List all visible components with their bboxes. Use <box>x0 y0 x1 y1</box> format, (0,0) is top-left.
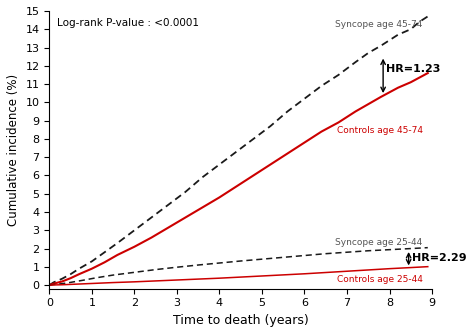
Text: Log-rank P-value : <0.0001: Log-rank P-value : <0.0001 <box>57 18 199 28</box>
Text: Controls age 45-74: Controls age 45-74 <box>337 126 423 135</box>
X-axis label: Time to death (years): Time to death (years) <box>173 314 309 327</box>
Y-axis label: Cumulative incidence (%): Cumulative incidence (%) <box>7 74 20 226</box>
Text: HR=1.23: HR=1.23 <box>386 63 440 73</box>
Text: Controls age 25-44: Controls age 25-44 <box>337 275 423 284</box>
Text: Syncope age 45-74: Syncope age 45-74 <box>335 20 423 29</box>
Text: HR=2.29: HR=2.29 <box>411 253 466 263</box>
Text: Syncope age 25-44: Syncope age 25-44 <box>336 237 423 246</box>
